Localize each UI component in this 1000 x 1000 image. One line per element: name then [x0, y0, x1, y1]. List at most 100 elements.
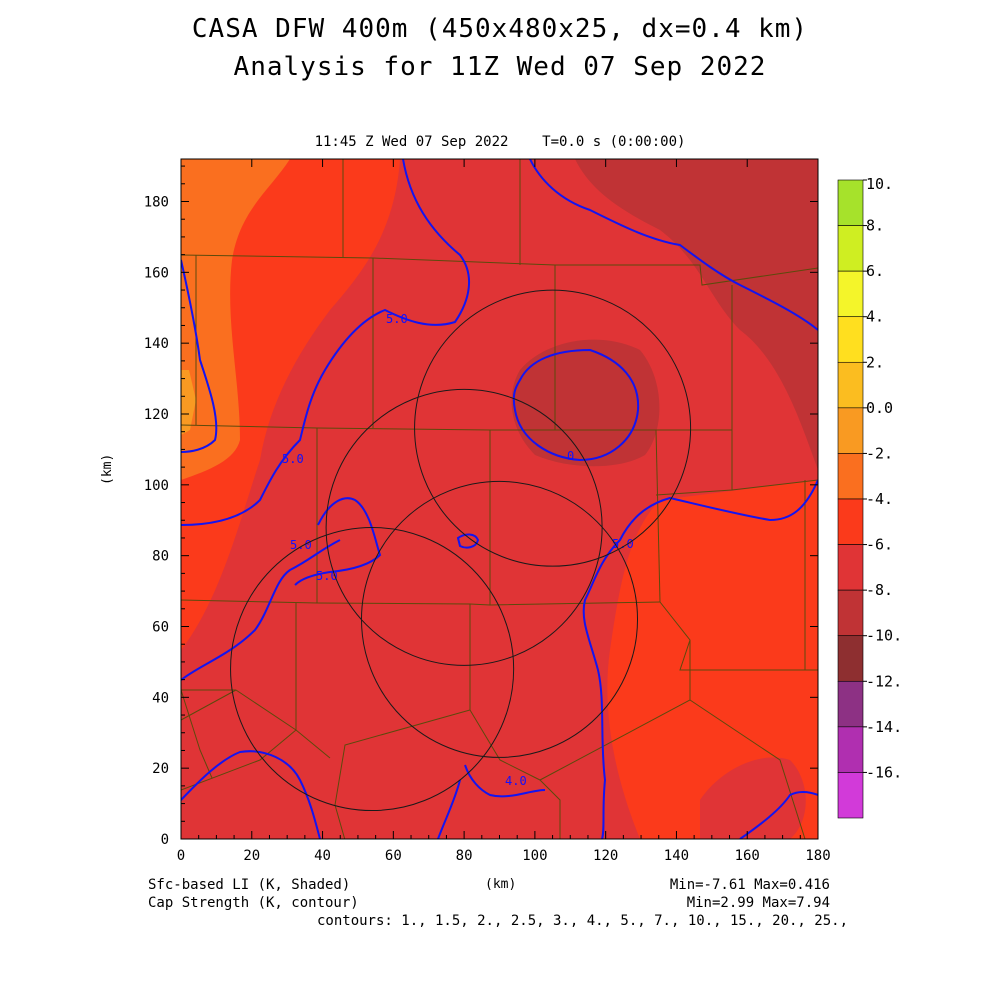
- shaded-minmax: Min=-7.61 Max=0.416: [669, 877, 830, 893]
- colorbar-label: -6.: [866, 536, 893, 554]
- contour-line: [181, 259, 218, 453]
- county-line: [689, 699, 806, 839]
- contour-line: [739, 791, 818, 839]
- y-tick-label: 20: [152, 761, 169, 777]
- colorbar-swatch: [837, 179, 864, 226]
- county-line: [181, 729, 331, 791]
- contour-line: [437, 779, 461, 839]
- field-ne-dark: [575, 159, 818, 470]
- contour-line: [181, 750, 321, 839]
- y-tick-label: 100: [144, 478, 169, 494]
- county-boundaries: [181, 159, 818, 839]
- colorbar-label: -10.: [866, 627, 902, 645]
- field-west-orange: [181, 159, 290, 480]
- colorbar-label: 2.: [866, 353, 884, 371]
- colorbar-label: -14.: [866, 718, 902, 736]
- contour-field-label: Cap Strength (K, contour): [148, 895, 359, 911]
- colorbar-swatch: [837, 453, 864, 500]
- x-tick-label: 160: [735, 848, 760, 864]
- contour-line: [512, 348, 640, 462]
- y-tick-label: 0: [161, 832, 169, 848]
- x-tick-label: 20: [243, 848, 260, 864]
- county-line: [181, 689, 213, 779]
- x-tick-label: 100: [522, 848, 547, 864]
- county-line: [655, 429, 661, 603]
- contour-levels: contours: 1., 1.5, 2., 2.5, 3., 4., 5., …: [316, 913, 848, 929]
- y-axis: 0 20 40 60 80 100 120 140 160 180: [144, 165, 818, 848]
- contour-line: [582, 479, 818, 839]
- county-line: [181, 689, 237, 721]
- radar-ring: [414, 289, 692, 567]
- radar-ring: [230, 526, 515, 812]
- field-center-dark: [511, 339, 660, 467]
- x-tick-label: 180: [805, 848, 830, 864]
- shaded-field-label: Sfc-based LI (K, Shaded): [148, 877, 351, 893]
- contour-line: [181, 159, 471, 526]
- colorbar-swatch: [837, 407, 864, 454]
- colorbar-label: 4.: [866, 308, 884, 326]
- x-tick-label: 60: [385, 848, 402, 864]
- colorbar-swatch: [837, 589, 864, 637]
- county-line: [469, 601, 691, 781]
- colorbar-swatch: [837, 498, 864, 545]
- x-tick-label: 0: [177, 848, 185, 864]
- contour-line: [464, 764, 546, 798]
- radar-rings: [230, 289, 692, 812]
- colorbar-label: 8.: [866, 217, 884, 235]
- colorbar-swatch: [837, 316, 864, 363]
- contour-label: 5.0: [386, 312, 408, 326]
- field-west-amber: [181, 370, 196, 435]
- county-line: [181, 254, 818, 286]
- x-tick-label: 80: [456, 848, 473, 864]
- x-tick-label: 140: [664, 848, 689, 864]
- chart-title-analysis: Analysis for 11Z Wed 07 Sep 2022: [233, 52, 767, 82]
- colorbar-swatch: [837, 361, 864, 409]
- colorbar-label: 6.: [866, 262, 884, 280]
- colorbar-label: -4.: [866, 490, 893, 508]
- contour-line: [294, 497, 382, 586]
- y-tick-label: 140: [144, 336, 169, 352]
- chart-title: CASA DFW 400m (450x480x25, dx=0.4 km): [191, 14, 809, 44]
- county-line: [539, 779, 561, 839]
- x-tick-label: 120: [593, 848, 618, 864]
- contour-line: [181, 539, 341, 681]
- contour-label: 0: [567, 449, 574, 463]
- colorbar-label: -8.: [866, 581, 893, 599]
- y-tick-label: 60: [152, 620, 169, 636]
- field-se-dark: [700, 757, 806, 839]
- field-east-band: [607, 480, 818, 839]
- y-tick-label: 120: [144, 407, 169, 423]
- radar-ring: [360, 480, 639, 758]
- county-line: [655, 479, 818, 496]
- colorbar-label: 0.0: [866, 399, 893, 417]
- x-tick-label: 40: [314, 848, 331, 864]
- contour-label: 5.0: [290, 538, 312, 552]
- colorbar-swatch: [837, 270, 864, 318]
- colorbar-swatch: [837, 635, 864, 682]
- colorbar-swatch: [837, 726, 864, 773]
- county-line: [334, 604, 471, 839]
- colorbar-label: 10.: [866, 175, 893, 193]
- colorbar-label: -2.: [866, 444, 893, 462]
- contour-labels: 5.0 5.0 5.0 5.0 5.0 4.0 0: [282, 312, 634, 788]
- contour-label: 4.0: [505, 774, 527, 788]
- colorbar-swatch: [837, 225, 864, 272]
- y-tick-label: 160: [144, 265, 169, 281]
- colorbar-swatch: [837, 544, 864, 591]
- field-west-band: [181, 159, 400, 650]
- colorbar-label: -16.: [866, 763, 902, 781]
- y-tick-label: 40: [152, 690, 169, 706]
- y-tick-label: 180: [144, 195, 169, 211]
- y-tick-label: 80: [152, 549, 169, 565]
- contour-label: 5.0: [282, 452, 304, 466]
- colorbar-swatch: [837, 772, 864, 819]
- contour-label: 5.0: [316, 569, 338, 583]
- contour-minmax: Min=2.99 Max=7.94: [686, 895, 830, 911]
- county-line: [679, 639, 805, 671]
- colorbar-label: -12.: [866, 672, 902, 690]
- colorbar: 10. 8. 6. 4. 2. 0.0 -2. -4. -6. -8. -10. -12. -14. -1…: [837, 175, 902, 819]
- x-axis-label: (km): [485, 877, 517, 892]
- x-axis: 0 20 40 60 80 100 120 140 160 180: [177, 159, 831, 864]
- shaded-field: [181, 159, 818, 839]
